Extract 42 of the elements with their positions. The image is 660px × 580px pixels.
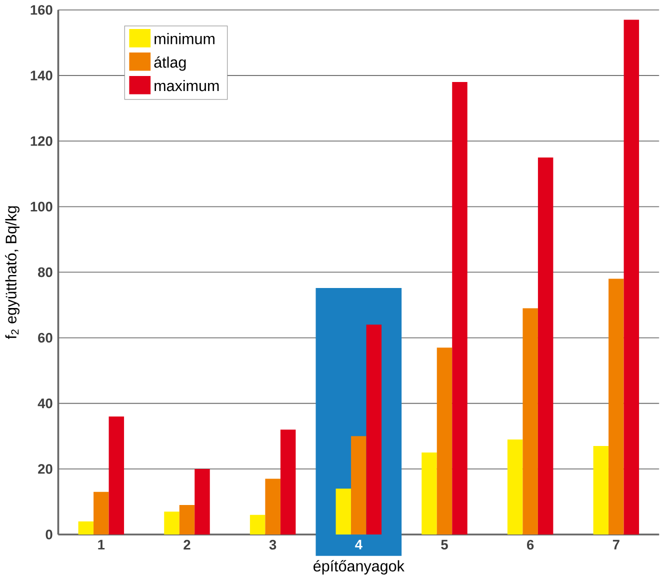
y-tick-label: 80 <box>38 268 52 278</box>
x-tick-label: 7 <box>612 540 620 550</box>
bar <box>280 430 296 535</box>
bar <box>422 452 437 535</box>
bar <box>507 440 523 535</box>
x-tick-label: 1 <box>98 540 105 550</box>
y-tick-label: 20 <box>38 464 52 474</box>
bar <box>108 416 124 535</box>
y-tick-label: 60 <box>38 333 52 343</box>
y-tick-label: 160 <box>30 5 52 15</box>
bar <box>194 469 210 535</box>
x-tick-label: 6 <box>527 540 534 550</box>
y-tick-label: 0 <box>46 530 52 540</box>
bar <box>164 512 180 535</box>
bar <box>522 308 538 535</box>
y-tick-label: 120 <box>30 136 52 146</box>
bar <box>593 446 609 535</box>
bar <box>179 505 195 535</box>
bar <box>452 82 468 535</box>
bar <box>336 488 352 535</box>
x-tick-label: 3 <box>269 540 276 550</box>
bar <box>366 324 382 535</box>
bar <box>538 158 554 535</box>
bar <box>608 278 624 535</box>
bar <box>436 348 452 535</box>
legend-label: minimum <box>154 33 214 44</box>
legend-label: átlag <box>154 56 186 71</box>
y-tick-label: 100 <box>30 202 52 212</box>
bar <box>78 522 94 535</box>
bar <box>265 478 280 535</box>
legend-label: maximum <box>154 80 219 92</box>
bar <box>250 515 266 535</box>
x-tick-label: 2 <box>184 540 190 550</box>
y-tick-label: 140 <box>30 70 52 81</box>
bar <box>94 492 109 535</box>
y-axis-title: f$_{2}$ együttható, Bq/kg <box>5 206 20 340</box>
x-tick-label: 5 <box>441 540 448 550</box>
bar <box>624 20 640 535</box>
bar <box>351 436 366 535</box>
x-axis-title: építőanyagok <box>314 560 404 575</box>
x-tick-label: 4 <box>355 540 362 550</box>
y-tick-label: 40 <box>38 398 52 408</box>
